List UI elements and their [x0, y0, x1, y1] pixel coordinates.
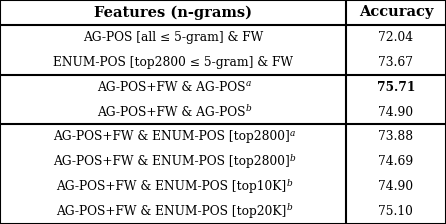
Text: AG-POS+FW & ENUM-POS [top20K]: AG-POS+FW & ENUM-POS [top20K]: [56, 205, 286, 218]
Text: AG-POS+FW & AG-POS: AG-POS+FW & AG-POS: [97, 81, 246, 94]
Text: 74.90: 74.90: [378, 180, 413, 193]
Text: a: a: [246, 79, 251, 88]
Text: Features (n-grams): Features (n-grams): [94, 5, 252, 20]
Text: b: b: [286, 203, 292, 212]
Text: AG-POS [all ≤ 5-gram] & FW: AG-POS [all ≤ 5-gram] & FW: [83, 31, 263, 44]
Text: a: a: [290, 129, 295, 138]
Text: b: b: [289, 154, 295, 163]
Text: Accuracy: Accuracy: [359, 5, 433, 19]
Text: ENUM-POS [top2800 ≤ 5-gram] & FW: ENUM-POS [top2800 ≤ 5-gram] & FW: [53, 56, 293, 69]
Text: 75.71: 75.71: [376, 81, 415, 94]
Text: 74.69: 74.69: [378, 155, 413, 168]
Text: 72.04: 72.04: [378, 31, 413, 44]
Text: AG-POS+FW & AG-POS: AG-POS+FW & AG-POS: [97, 106, 245, 118]
Text: 73.88: 73.88: [378, 130, 413, 143]
Text: AG-POS+FW & ENUM-POS [top2800]: AG-POS+FW & ENUM-POS [top2800]: [53, 155, 289, 168]
Text: AG-POS+FW & ENUM-POS [top10K]: AG-POS+FW & ENUM-POS [top10K]: [56, 180, 286, 193]
Text: 73.67: 73.67: [378, 56, 413, 69]
Text: b: b: [286, 179, 292, 187]
Text: 75.10: 75.10: [378, 205, 413, 218]
Text: b: b: [245, 104, 251, 113]
Text: 74.90: 74.90: [378, 106, 413, 118]
Text: AG-POS+FW & ENUM-POS [top2800]: AG-POS+FW & ENUM-POS [top2800]: [53, 130, 290, 143]
